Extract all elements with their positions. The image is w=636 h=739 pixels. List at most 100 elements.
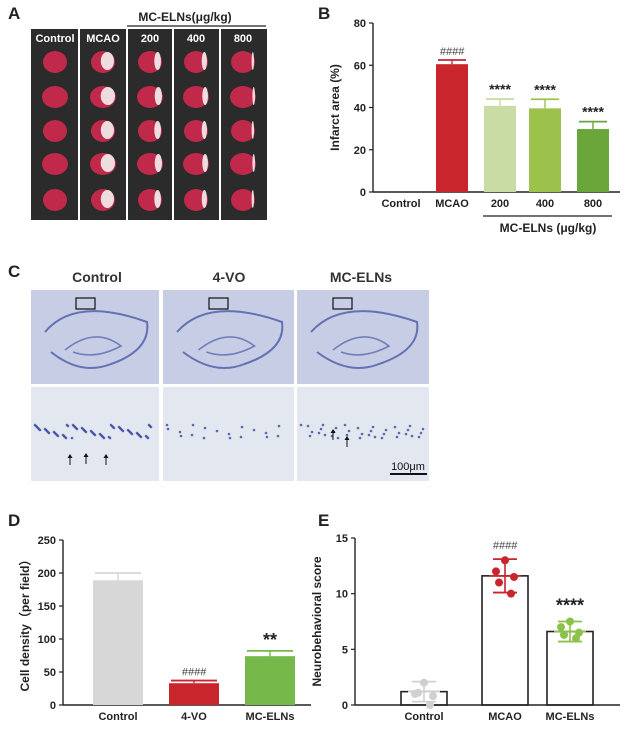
neuron-dot xyxy=(371,425,375,429)
y-tick-label: 0 xyxy=(342,700,348,712)
neuron-dot xyxy=(395,435,399,439)
neuron-dot xyxy=(384,428,388,432)
significance-label: **** xyxy=(556,596,584,616)
infarct-region xyxy=(251,190,254,208)
infarct-region xyxy=(202,154,208,172)
neuron-dot xyxy=(265,435,269,439)
mean-bar xyxy=(481,575,529,706)
neuron-dot xyxy=(360,432,364,436)
y-axis-label: Infarct area (%) xyxy=(328,64,342,151)
neuron-dot xyxy=(130,432,134,436)
neuron-dot xyxy=(345,433,349,437)
neuron-dot xyxy=(112,426,116,430)
neuron-dot xyxy=(393,425,397,429)
neuron-dot xyxy=(421,427,425,431)
neuron-dot xyxy=(240,425,244,429)
panel-c: C Control 4-VO MC-ELNs 100μm xyxy=(8,262,429,481)
infarct-region xyxy=(202,87,208,105)
neuron-dot xyxy=(202,436,206,440)
neuron-dot xyxy=(70,436,74,440)
brain-slice xyxy=(42,153,68,175)
panel-b-letter: B xyxy=(318,4,330,23)
infarct-region xyxy=(154,154,162,172)
neuron-dot xyxy=(227,432,231,436)
neuron-dot xyxy=(382,432,386,436)
neuron-dot xyxy=(139,435,143,439)
brain-slice xyxy=(184,189,208,211)
bar xyxy=(436,64,468,192)
neuron-dot xyxy=(299,423,303,427)
panel-a-header: MC-ELNs(μg/kg) xyxy=(138,10,231,24)
neuron-dot xyxy=(404,432,408,436)
neuron-dot xyxy=(319,427,323,431)
brain-slice xyxy=(230,153,256,175)
neuron-dot xyxy=(343,423,347,427)
neuron-dot xyxy=(56,434,60,438)
infarct-region xyxy=(100,154,115,172)
y-tick-label: 100 xyxy=(38,634,56,646)
panel-a: A MC-ELNs(μg/kg) Control MCAO 200 400 80… xyxy=(8,4,267,220)
x-tick-label: 800 xyxy=(584,198,602,210)
scale-bar-label: 100μm xyxy=(391,461,425,473)
y-axis-label: Cell density（per field） xyxy=(17,553,32,691)
data-point xyxy=(557,623,565,632)
bar xyxy=(577,129,609,192)
neuron-dot xyxy=(215,429,219,433)
infarct-region xyxy=(100,190,114,208)
y-tick-label: 50 xyxy=(44,667,56,679)
neuron-dot xyxy=(317,431,321,435)
brain-slice xyxy=(42,86,68,108)
y-tick-label: 60 xyxy=(354,60,366,72)
significance-label: #### xyxy=(182,667,207,679)
brain-slice xyxy=(43,189,67,211)
zoom-box xyxy=(208,297,229,310)
infarct-region xyxy=(154,87,162,105)
dentate-gyrus-stain xyxy=(198,336,256,356)
bar xyxy=(93,580,143,705)
significance-label: **** xyxy=(489,81,511,97)
neuron-dot xyxy=(380,436,384,440)
neuron-dot xyxy=(38,428,42,432)
micrograph-label-4vo: 4-VO xyxy=(213,269,246,285)
neuron-dot xyxy=(264,431,268,435)
dentate-gyrus-stain xyxy=(64,336,123,356)
x-tick-label: Control xyxy=(381,198,420,210)
x-tick-label: MCAO xyxy=(435,198,469,210)
significance-label: ** xyxy=(263,630,277,650)
infarct-region xyxy=(154,52,161,70)
neuron-arrowhead xyxy=(103,454,109,458)
ca-region-stain xyxy=(176,310,284,369)
neuron-dot xyxy=(47,431,51,435)
brain-slice xyxy=(184,51,208,73)
neuron-dot xyxy=(373,435,377,439)
brain-slice xyxy=(183,153,209,175)
brain-slice xyxy=(184,120,208,142)
data-point xyxy=(414,688,422,697)
y-tick-label: 200 xyxy=(38,568,56,580)
neuron-dot xyxy=(334,426,338,430)
brain-slice xyxy=(231,51,255,73)
infarct-region xyxy=(154,121,161,139)
dose-group-label: MC-ELNs (μg/kg) xyxy=(500,221,597,235)
neuron-arrowhead xyxy=(330,429,336,433)
neuron-dot xyxy=(306,424,310,428)
neuron-dot xyxy=(276,434,280,438)
y-tick-label: 15 xyxy=(336,533,348,545)
neuron-dot xyxy=(347,429,351,433)
x-tick-label: Control xyxy=(404,711,443,723)
infarct-region xyxy=(201,52,207,70)
y-tick-label: 150 xyxy=(38,601,56,613)
neuron-dot xyxy=(178,430,182,434)
panel-a-letter: A xyxy=(8,4,20,23)
data-point xyxy=(566,617,574,626)
micrograph-label-mcelns: MC-ELNs xyxy=(330,269,392,285)
brain-slice xyxy=(231,189,255,211)
data-point xyxy=(507,589,515,598)
x-tick-label: 4-VO xyxy=(181,711,207,723)
column-label-800: 800 xyxy=(234,33,252,45)
infarct-region xyxy=(201,190,207,208)
y-tick-label: 80 xyxy=(354,18,366,30)
data-point xyxy=(572,634,580,643)
significance-label: **** xyxy=(534,81,556,97)
